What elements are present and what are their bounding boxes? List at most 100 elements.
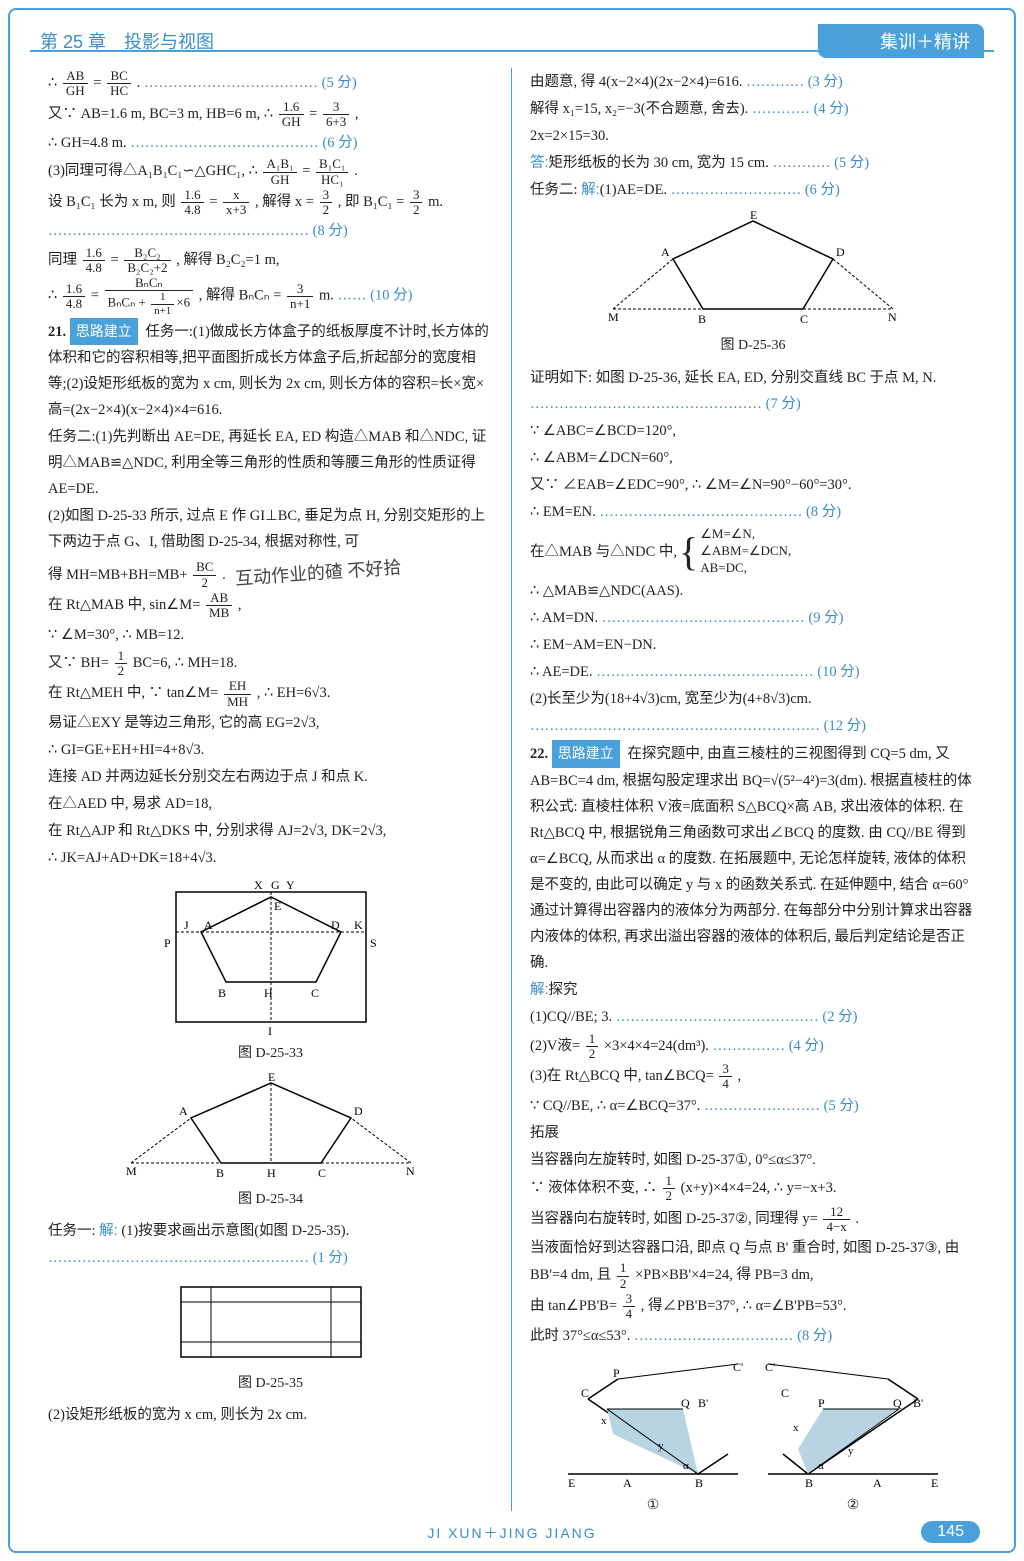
svg-text:C: C bbox=[800, 312, 808, 326]
text: 在 Rt△MEH 中, ∵ tan∠M= bbox=[48, 685, 218, 701]
q21-e: 在 Rt△MAB 中, sin∠M= ABMB , bbox=[48, 591, 493, 621]
frac: B₁C₁HC₁ bbox=[316, 157, 348, 187]
l5: 设 B₁C₁ 长为 x m, 则 1.64.8 = xx+3 , 解得 x = … bbox=[48, 188, 493, 218]
text: ×3×4×4=24(dm³). bbox=[604, 1038, 713, 1054]
frac: 1.6GH bbox=[279, 100, 304, 130]
svg-text:P: P bbox=[613, 1366, 620, 1380]
q21-task1-1: 任务一: 解: (1)按要求画出示意图(如图 D-25-35). bbox=[48, 1218, 493, 1244]
svg-text:E: E bbox=[931, 1476, 938, 1489]
q21-n: ∴ JK=AJ+AD+DK=18+4√3. bbox=[48, 845, 493, 871]
r2: 解得 x₁=15, x₂=−3(不合题意, 舍去). ………… (4 分) bbox=[530, 96, 976, 122]
frac: 12 bbox=[663, 1174, 676, 1204]
text: = bbox=[302, 163, 314, 179]
text: 又∵ BH= bbox=[48, 655, 109, 671]
content-area: ∴ ABGH = BCHC . ……………………………… (5 分) 又∵ AB… bbox=[38, 68, 986, 1511]
frac: BₙCₙ BₙCₙ + 1n+1×6 bbox=[105, 276, 194, 316]
frac: 1.64.8 bbox=[63, 282, 85, 312]
text: BC=6, ∴ MH=18. bbox=[133, 655, 238, 671]
svg-text:Q: Q bbox=[681, 1396, 690, 1410]
score: ………………………………………… (7 分) bbox=[530, 396, 801, 412]
frac: 12 bbox=[617, 1261, 630, 1291]
svg-text:C': C' bbox=[765, 1360, 775, 1374]
score: …… (10 分) bbox=[337, 288, 412, 304]
q22-h: 当容器向左旋转时, 如图 D-25-37①, 0°≤α≤37°. bbox=[530, 1147, 976, 1173]
svg-text:S: S bbox=[370, 936, 377, 950]
svg-text:C: C bbox=[781, 1386, 789, 1400]
svg-text:A: A bbox=[623, 1476, 632, 1489]
q22-i: ∵ 液体体积不变, ∴ 12 (x+y)×4×4=24, ∴ y=−x+3. bbox=[530, 1174, 976, 1204]
frac: 124−x bbox=[823, 1205, 849, 1235]
svg-text:J: J bbox=[184, 918, 189, 932]
frac: xx+3 bbox=[223, 188, 249, 218]
text: ×PB×BB'×4=24, 得 PB=3 dm, bbox=[635, 1267, 813, 1283]
svg-text:B: B bbox=[695, 1476, 703, 1489]
q21-d: 得 MH=MB+BH=MB+ BC2 . 互动作业的碴 不好拾 bbox=[48, 557, 493, 590]
r1: 由题意, 得 4(x−2×4)(2x−2×4)=616. ………… (3 分) bbox=[530, 69, 976, 95]
svg-text:X: X bbox=[254, 878, 263, 892]
text: , ∴ EH=6√3. bbox=[257, 685, 331, 701]
fig37-2-svg: C' P Q B' C x y α E A B bbox=[763, 1359, 943, 1489]
svg-text:P: P bbox=[164, 936, 171, 950]
r8: ∴ ∠ABM=∠DCN=60°, bbox=[530, 445, 976, 471]
text: ∠ABM=∠DCN, bbox=[700, 543, 791, 558]
l7: ∴ 1.64.8 = BₙCₙ BₙCₙ + 1n+1×6 , 解得 BₙCₙ … bbox=[48, 276, 493, 316]
text: ∵ 液体体积不变, ∴ bbox=[530, 1180, 661, 1196]
l2: 又∵ AB=1.6 m, BC=3 m, HB=6 m, ∴ 1.6GH = 3… bbox=[48, 100, 493, 130]
q21-i: 易证△EXY 是等边三角形, 它的高 EG=2√3, bbox=[48, 710, 493, 736]
svg-text:α: α bbox=[818, 1460, 824, 1472]
text: ∴ GH=4.8 m. bbox=[48, 135, 130, 151]
q22-d: (2)V液= 12 ×3×4×4=24(dm³). …………… (4 分) bbox=[530, 1032, 976, 1062]
svg-text:M: M bbox=[126, 1164, 137, 1178]
text: , 解得 BₙCₙ = bbox=[199, 288, 285, 304]
page-number: 145 bbox=[921, 1521, 980, 1543]
frac: 32 bbox=[320, 188, 333, 218]
score: …………… (4 分) bbox=[713, 1038, 824, 1054]
text: (3)在 Rt△BCQ 中, tan∠BCQ= bbox=[530, 1068, 714, 1084]
q21-t1-score: ……………………………………………… (1 分) bbox=[48, 1245, 493, 1271]
text: , bbox=[238, 597, 242, 613]
text: = bbox=[91, 288, 103, 304]
text: , bbox=[355, 106, 359, 122]
q22-e: (3)在 Rt△BCQ 中, tan∠BCQ= 34 , bbox=[530, 1062, 976, 1092]
fig35-svg bbox=[171, 1277, 371, 1367]
q21-h: 在 Rt△MEH 中, ∵ tan∠M= EHMH , ∴ EH=6√3. bbox=[48, 679, 493, 709]
frac: 36+3 bbox=[323, 100, 349, 130]
svg-text:x: x bbox=[793, 1422, 799, 1434]
text: AB=DC, bbox=[700, 560, 747, 575]
svg-text:C: C bbox=[581, 1386, 589, 1400]
svg-text:B: B bbox=[805, 1476, 813, 1489]
answer-label: 解: bbox=[530, 982, 549, 998]
frac: 1.64.8 bbox=[181, 188, 203, 218]
svg-text:E: E bbox=[274, 899, 281, 913]
text: ∴ bbox=[48, 75, 61, 91]
score: …………………………………… (8 分) bbox=[599, 504, 841, 520]
fig36-svg: E A D M B C N bbox=[603, 209, 903, 329]
text: 由 tan∠PB'B= bbox=[530, 1298, 617, 1314]
svg-text:y: y bbox=[658, 1440, 664, 1452]
score: ………… (3 分) bbox=[746, 74, 843, 90]
fig34-label: 图 D-25-34 bbox=[48, 1187, 493, 1212]
fig35-label: 图 D-25-35 bbox=[48, 1371, 493, 1396]
score: …………………………………… (9 分) bbox=[602, 610, 844, 626]
svg-text:Q: Q bbox=[893, 1396, 902, 1410]
r14: ∴ EM−AM=EN−DN. bbox=[530, 632, 976, 658]
svg-text:B': B' bbox=[913, 1396, 923, 1410]
text: (3)同理可得△A₁B₁C₁∽△GHC₁, ∴ bbox=[48, 163, 261, 179]
q22-f: ∵ CQ//BE, ∴ α=∠BCQ=37°. …………………… (5 分) bbox=[530, 1093, 976, 1119]
svg-text:N: N bbox=[888, 310, 897, 324]
svg-text:G: G bbox=[271, 878, 280, 892]
q21-k: 连接 AD 并两边延长分别交左右两边于点 J 和点 K. bbox=[48, 764, 493, 790]
text: . bbox=[137, 75, 144, 91]
q21-j: ∴ GI=GE+EH+HI=4+8√3. bbox=[48, 737, 493, 763]
q22-m: 此时 37°≤α≤53°. …………………………… (8 分) bbox=[530, 1323, 976, 1349]
score: ……………………… (6 分) bbox=[671, 182, 840, 198]
svg-text:K: K bbox=[354, 918, 363, 932]
svg-text:A: A bbox=[179, 1104, 188, 1118]
l1: ∴ ABGH = BCHC . ……………………………… (5 分) bbox=[48, 69, 493, 99]
svg-text:E: E bbox=[568, 1476, 575, 1489]
text: 设 B₁C₁ 长为 x m, 则 bbox=[48, 194, 179, 210]
fig37-label-2: ② bbox=[763, 1493, 943, 1518]
text: ∴ bbox=[48, 288, 61, 304]
svg-text:A: A bbox=[204, 918, 213, 932]
r3: 2x=2×15=30. bbox=[530, 123, 976, 149]
